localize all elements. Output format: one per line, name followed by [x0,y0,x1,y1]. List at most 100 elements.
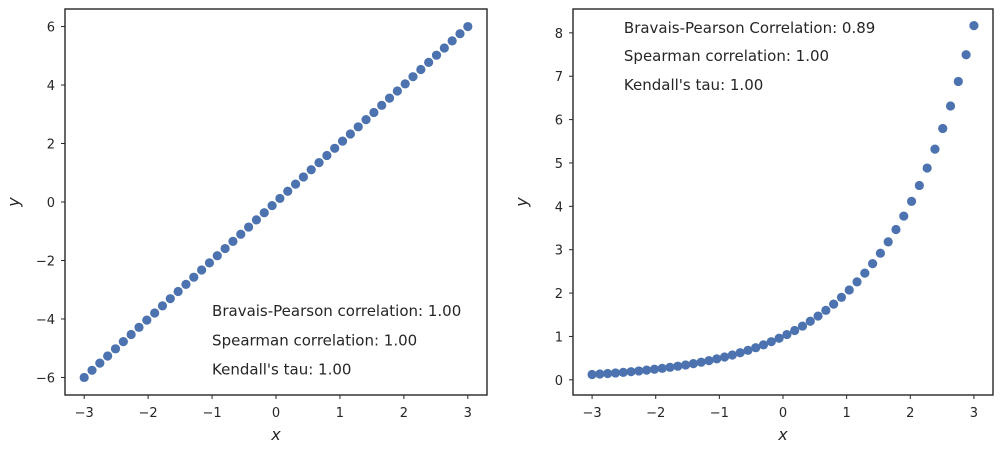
x-tick-label: −2 [646,406,665,421]
data-point [899,211,909,221]
data-point [603,368,613,379]
data-point [610,368,621,378]
data-point [665,362,675,372]
data-point [712,354,722,364]
y-tick-label: 3 [555,244,563,259]
data-point [110,344,121,354]
data-point [797,321,808,331]
correlation-annotation: Spearman correlation: 1.00 [212,331,417,349]
data-point [220,243,230,254]
data-point [283,186,293,196]
x-tick-label: −1 [202,406,221,421]
data-point [400,79,410,89]
correlation-annotation: Spearman correlation: 1.00 [624,47,829,65]
correlation-annotation: Kendall's tau: 1.00 [624,76,763,94]
data-point [416,64,426,75]
data-point [805,316,815,326]
x-tick-label: 2 [906,406,914,421]
y-tick-label: 1 [555,330,563,345]
data-point [961,50,971,60]
data-point [455,29,465,39]
data-point [197,265,207,275]
data-point [384,93,395,103]
data-point [392,86,402,96]
data-point [766,337,776,347]
data-point [829,299,839,309]
data-point [836,292,847,302]
data-point [228,236,238,246]
data-point [860,268,870,278]
x-axis-label: x [270,425,281,444]
data-point [587,369,597,380]
data-point [735,348,745,358]
x-tick-label: 1 [842,406,850,421]
data-point [626,367,636,377]
data-point [306,165,316,175]
data-point [782,329,792,340]
data-point [267,200,277,211]
data-point [930,144,940,154]
x-tick-label: 1 [336,406,344,421]
data-point [259,208,269,218]
x-tick-label: 3 [464,406,472,421]
data-point [649,364,660,374]
data-point [431,50,442,60]
data-point [361,115,371,125]
x-axis-label: x [777,425,788,444]
data-point [322,150,332,161]
y-tick-label: 5 [555,157,563,172]
data-point [142,315,152,325]
data-point [758,340,769,350]
correlation-annotation: Kendall's tau: 1.00 [212,361,351,379]
y-tick-label: 4 [47,79,55,94]
y-tick-label: 2 [47,138,55,153]
data-point [330,143,340,153]
data-point [126,329,136,340]
data-point [618,367,628,377]
x-tick-label: 3 [970,406,978,421]
y-tick-label: −2 [36,254,55,269]
y-axis-label: y [512,197,531,208]
data-point [79,372,89,383]
data-point [204,258,215,268]
x-tick-label: −3 [75,406,94,421]
x-tick-label: −2 [139,406,158,421]
data-point [821,305,831,315]
data-point [938,123,948,134]
data-point [790,325,800,336]
data-point [751,343,761,353]
data-point [439,43,449,53]
correlation-annotation: Bravais-Pearson Correlation: 0.89 [624,19,875,37]
data-point [906,196,917,207]
data-point [377,100,387,110]
data-point [891,224,901,235]
data-point [424,57,434,67]
data-point [657,363,667,373]
data-point [212,251,222,261]
data-point [369,107,379,118]
data-point [883,237,893,247]
panel-left: −3 −2 −1 0 1 2 3 −6 −4 −2 0 2 4 6 x y Bravais-Pearson co… [4,8,488,444]
data-point [463,21,473,32]
data-point [275,193,285,204]
data-point [688,359,698,369]
y-tick-label: 6 [47,21,55,36]
data-point [118,337,128,347]
x-tick-label: −1 [710,406,729,421]
y-tick-label: 0 [47,196,55,211]
data-point [914,180,924,191]
y-axis-label: y [4,197,23,208]
y-tick-label: 2 [555,287,563,302]
data-point [290,179,301,189]
data-point [875,248,886,258]
data-point [353,122,363,132]
data-point [813,311,823,321]
data-point [165,294,175,304]
y-tick-label: 0 [555,374,563,389]
data-point [704,356,714,366]
data-point [945,101,956,111]
y-tick-label: 8 [555,27,563,42]
data-point [774,333,784,343]
data-point [634,366,644,376]
